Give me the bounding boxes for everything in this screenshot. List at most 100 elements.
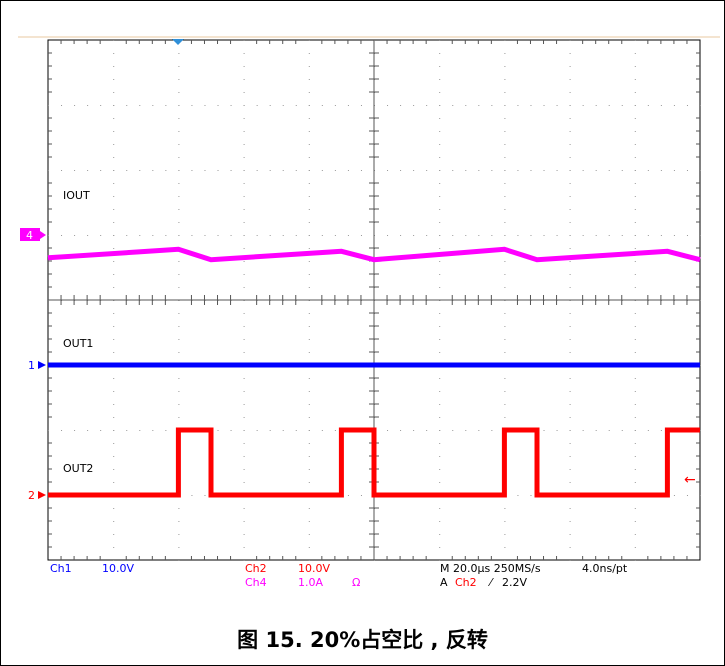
grid-dot [321,105,323,106]
grid-dot [634,508,636,509]
grid-dot [243,469,245,470]
grid-dot [308,287,310,288]
grid-dot [139,170,141,171]
grid-dot [243,404,245,405]
grid-dot [113,534,115,535]
grid-dot [178,105,180,106]
grid-dot [660,105,662,106]
grid-dot [334,235,336,236]
grid-dot [634,183,636,184]
grid-dot [569,170,571,171]
grid-dot [439,274,441,275]
grid-dot [360,105,362,106]
grid-dot [243,547,245,548]
grid-dot [439,235,441,236]
channel-1-marker-text: 1 [28,359,35,372]
grid-dot [634,222,636,223]
timebase-readout: M 20.0µs 250MS/s [440,562,541,575]
grid-dot [178,157,180,158]
grid-dot [178,118,180,119]
grid-dot [634,92,636,93]
grid-dot [113,274,115,275]
grid-dot [113,482,115,483]
grid-dot [660,235,662,236]
grid-dot [543,430,545,431]
grid-dot [569,521,571,522]
grid-dot [439,339,441,340]
grid-dot [439,482,441,483]
grid-dot [452,170,454,171]
grid-dot [87,235,89,236]
grid-dot [113,92,115,93]
grid-dot [387,105,389,106]
grid-dot [569,430,571,431]
grid-dot [504,391,506,392]
grid-dot [647,235,649,236]
grid-dot [504,92,506,93]
grid-dot [113,209,115,210]
grid-dot [413,235,415,236]
grid-dot [439,131,441,132]
grid-dot [426,430,428,431]
grid-dot [113,391,115,392]
grid-dot [308,560,310,561]
grid-dot [569,534,571,535]
grid-dot [439,391,441,392]
grid-dot [634,105,636,106]
grid-dot [582,430,584,431]
grid-dot [113,222,115,223]
grid-dot [426,235,428,236]
grid-dot [439,40,441,41]
grid-dot [439,66,441,67]
grid-dot [113,326,115,327]
grid-dot [569,222,571,223]
grid-dot [543,170,545,171]
channel-markers: 4 1 2 [20,228,46,502]
grid-dot [360,235,362,236]
grid-dot [217,105,219,106]
grid-dot [530,170,532,171]
grid-dot [504,326,506,327]
grid-dot [204,105,206,106]
grid-dot [634,404,636,405]
grid-dot [439,352,441,353]
grid-dot [439,209,441,210]
ch2-scale: 10.0V [298,562,330,575]
grid-dot [295,235,297,236]
grid-dot [243,157,245,158]
grid-dot [308,118,310,119]
grid-dot [569,79,571,80]
grid-dot [308,261,310,262]
channel-4-marker-box [20,228,40,241]
grid-dot [647,105,649,106]
grid-dot [178,534,180,535]
grid-dot [634,339,636,340]
grid-dot [243,352,245,353]
resolution-readout: 4.0ns/pt [582,562,628,575]
grid-dot [178,131,180,132]
grid-dot [387,170,389,171]
grid-dot [517,170,519,171]
grid-dot [634,287,636,288]
grid-dot [308,339,310,340]
grid-dot [504,170,506,171]
grid-dot [178,560,180,561]
grid-dot [543,235,545,236]
grid-dot [439,183,441,184]
grid-dot [569,157,571,158]
grid-dot [634,131,636,132]
grid-dot [243,508,245,509]
grid-dot [634,521,636,522]
grid-dot [191,170,193,171]
grid-dot [113,157,115,158]
grid-dot [634,118,636,119]
grid-dot [243,235,245,236]
grid-dot [569,391,571,392]
grid-dot [178,274,180,275]
grid-dot [100,235,102,236]
grid-dot [152,105,154,106]
grid-dot [504,144,506,145]
grid-dot [634,209,636,210]
grid-dot [569,144,571,145]
grid-dot [74,105,76,106]
